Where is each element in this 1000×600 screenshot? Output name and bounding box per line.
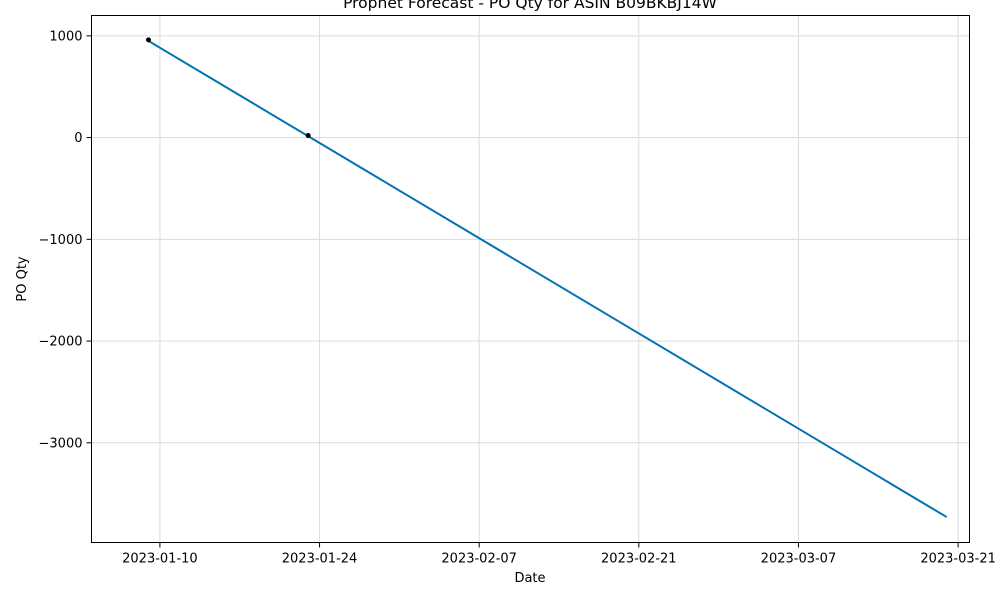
actual-point-1 — [305, 133, 311, 139]
x-tick-label-0: 2023-01-10 — [122, 552, 198, 567]
actual-point-0 — [146, 37, 152, 43]
y-tick-label-0: 1000 — [49, 29, 82, 44]
axis-ticks: 2023-01-10 2023-01-24 2023-02-07 2023-02-21… — [39, 29, 996, 566]
x-axis-label: Date — [514, 571, 545, 586]
y-tick-label-4: −3000 — [39, 436, 83, 451]
x-tick-label-4: 2023-03-07 — [761, 552, 837, 567]
x-tick-label-2: 2023-02-07 — [441, 552, 517, 567]
y-tick-label-1: 0 — [74, 131, 82, 146]
plot-frame — [91, 15, 970, 543]
chart-title: Prophet Forecast - PO Qty for ASIN B09BK… — [343, 0, 717, 12]
forecast-line — [148, 40, 948, 518]
x-tick-label-1: 2023-01-24 — [282, 552, 358, 567]
x-tick-label-5: 2023-03-21 — [920, 552, 996, 567]
grid-lines — [91, 15, 970, 543]
y-axis-label: PO Qty — [15, 256, 30, 302]
y-tick-label-2: −1000 — [39, 233, 83, 248]
x-tick-label-3: 2023-02-21 — [601, 552, 677, 567]
y-tick-label-3: −2000 — [39, 335, 83, 350]
plot-area — [146, 37, 948, 518]
